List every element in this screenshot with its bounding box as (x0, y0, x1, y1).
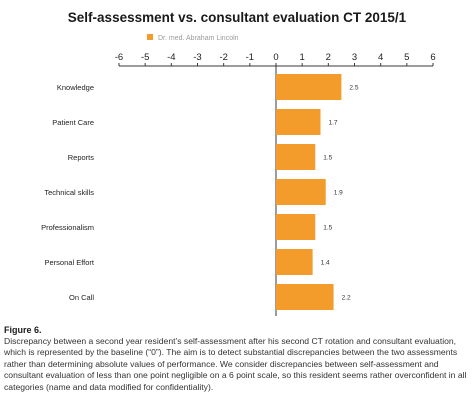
bar (276, 179, 326, 205)
bar (276, 249, 313, 275)
data-label: 1.9 (334, 190, 343, 197)
data-label: 1.4 (321, 260, 330, 267)
x-tick-label: -2 (219, 52, 227, 63)
category-label: Personal Effort (45, 258, 95, 267)
data-label: 1.5 (323, 155, 332, 162)
category-label: Reports (68, 153, 95, 162)
bar (276, 144, 316, 170)
x-tick-label: 0 (273, 52, 278, 63)
category-label: On Call (69, 293, 94, 302)
bar (276, 214, 316, 240)
x-tick-label: -4 (167, 52, 175, 63)
category-label: Professionalism (41, 223, 94, 232)
data-label: 2.2 (342, 295, 351, 302)
legend-swatch (147, 34, 153, 40)
x-tick-label: -6 (115, 52, 123, 63)
legend-label: Dr. med. Abraham Lincoln (158, 35, 239, 42)
bars-group (276, 74, 342, 310)
x-axis-ticks: -6 -5 -4 -3 -2 -1 0 1 2 3 4 5 6 (115, 52, 436, 66)
data-label: 2.5 (349, 85, 358, 92)
caption-text: Discrepancy between a second year reside… (4, 336, 467, 392)
x-tick-label: -3 (193, 52, 201, 63)
bar-chart: Self-assessment vs. consultant evaluatio… (41, 10, 436, 316)
x-tick-label: -1 (246, 52, 254, 63)
chart-legend: Dr. med. Abraham Lincoln (147, 34, 239, 42)
category-label: Knowledge (57, 83, 94, 92)
x-tick-label: 6 (430, 52, 435, 63)
data-label: 1.7 (328, 120, 337, 127)
figure-caption: Figure 6. Discrepancy between a second y… (4, 325, 470, 393)
category-label: Technical skills (44, 188, 94, 197)
data-labels: 2.5 1.7 1.5 1.9 1.5 1.4 2.2 (321, 85, 359, 302)
x-tick-label: 5 (404, 52, 409, 63)
category-labels: Knowledge Patient Care Reports Technical sk… (41, 83, 95, 302)
bar (276, 109, 321, 135)
x-tick-label: 1 (300, 52, 305, 63)
x-tick-label: -5 (141, 52, 149, 63)
x-tick-label: 4 (378, 52, 383, 63)
x-tick-label: 2 (326, 52, 331, 63)
x-tick-label: 3 (352, 52, 357, 63)
data-label: 1.5 (323, 225, 332, 232)
caption-label: Figure 6. (4, 325, 42, 335)
bar (276, 284, 334, 310)
category-label: Patient Care (52, 118, 94, 127)
bar (276, 74, 342, 100)
chart-title: Self-assessment vs. consultant evaluatio… (68, 10, 407, 25)
